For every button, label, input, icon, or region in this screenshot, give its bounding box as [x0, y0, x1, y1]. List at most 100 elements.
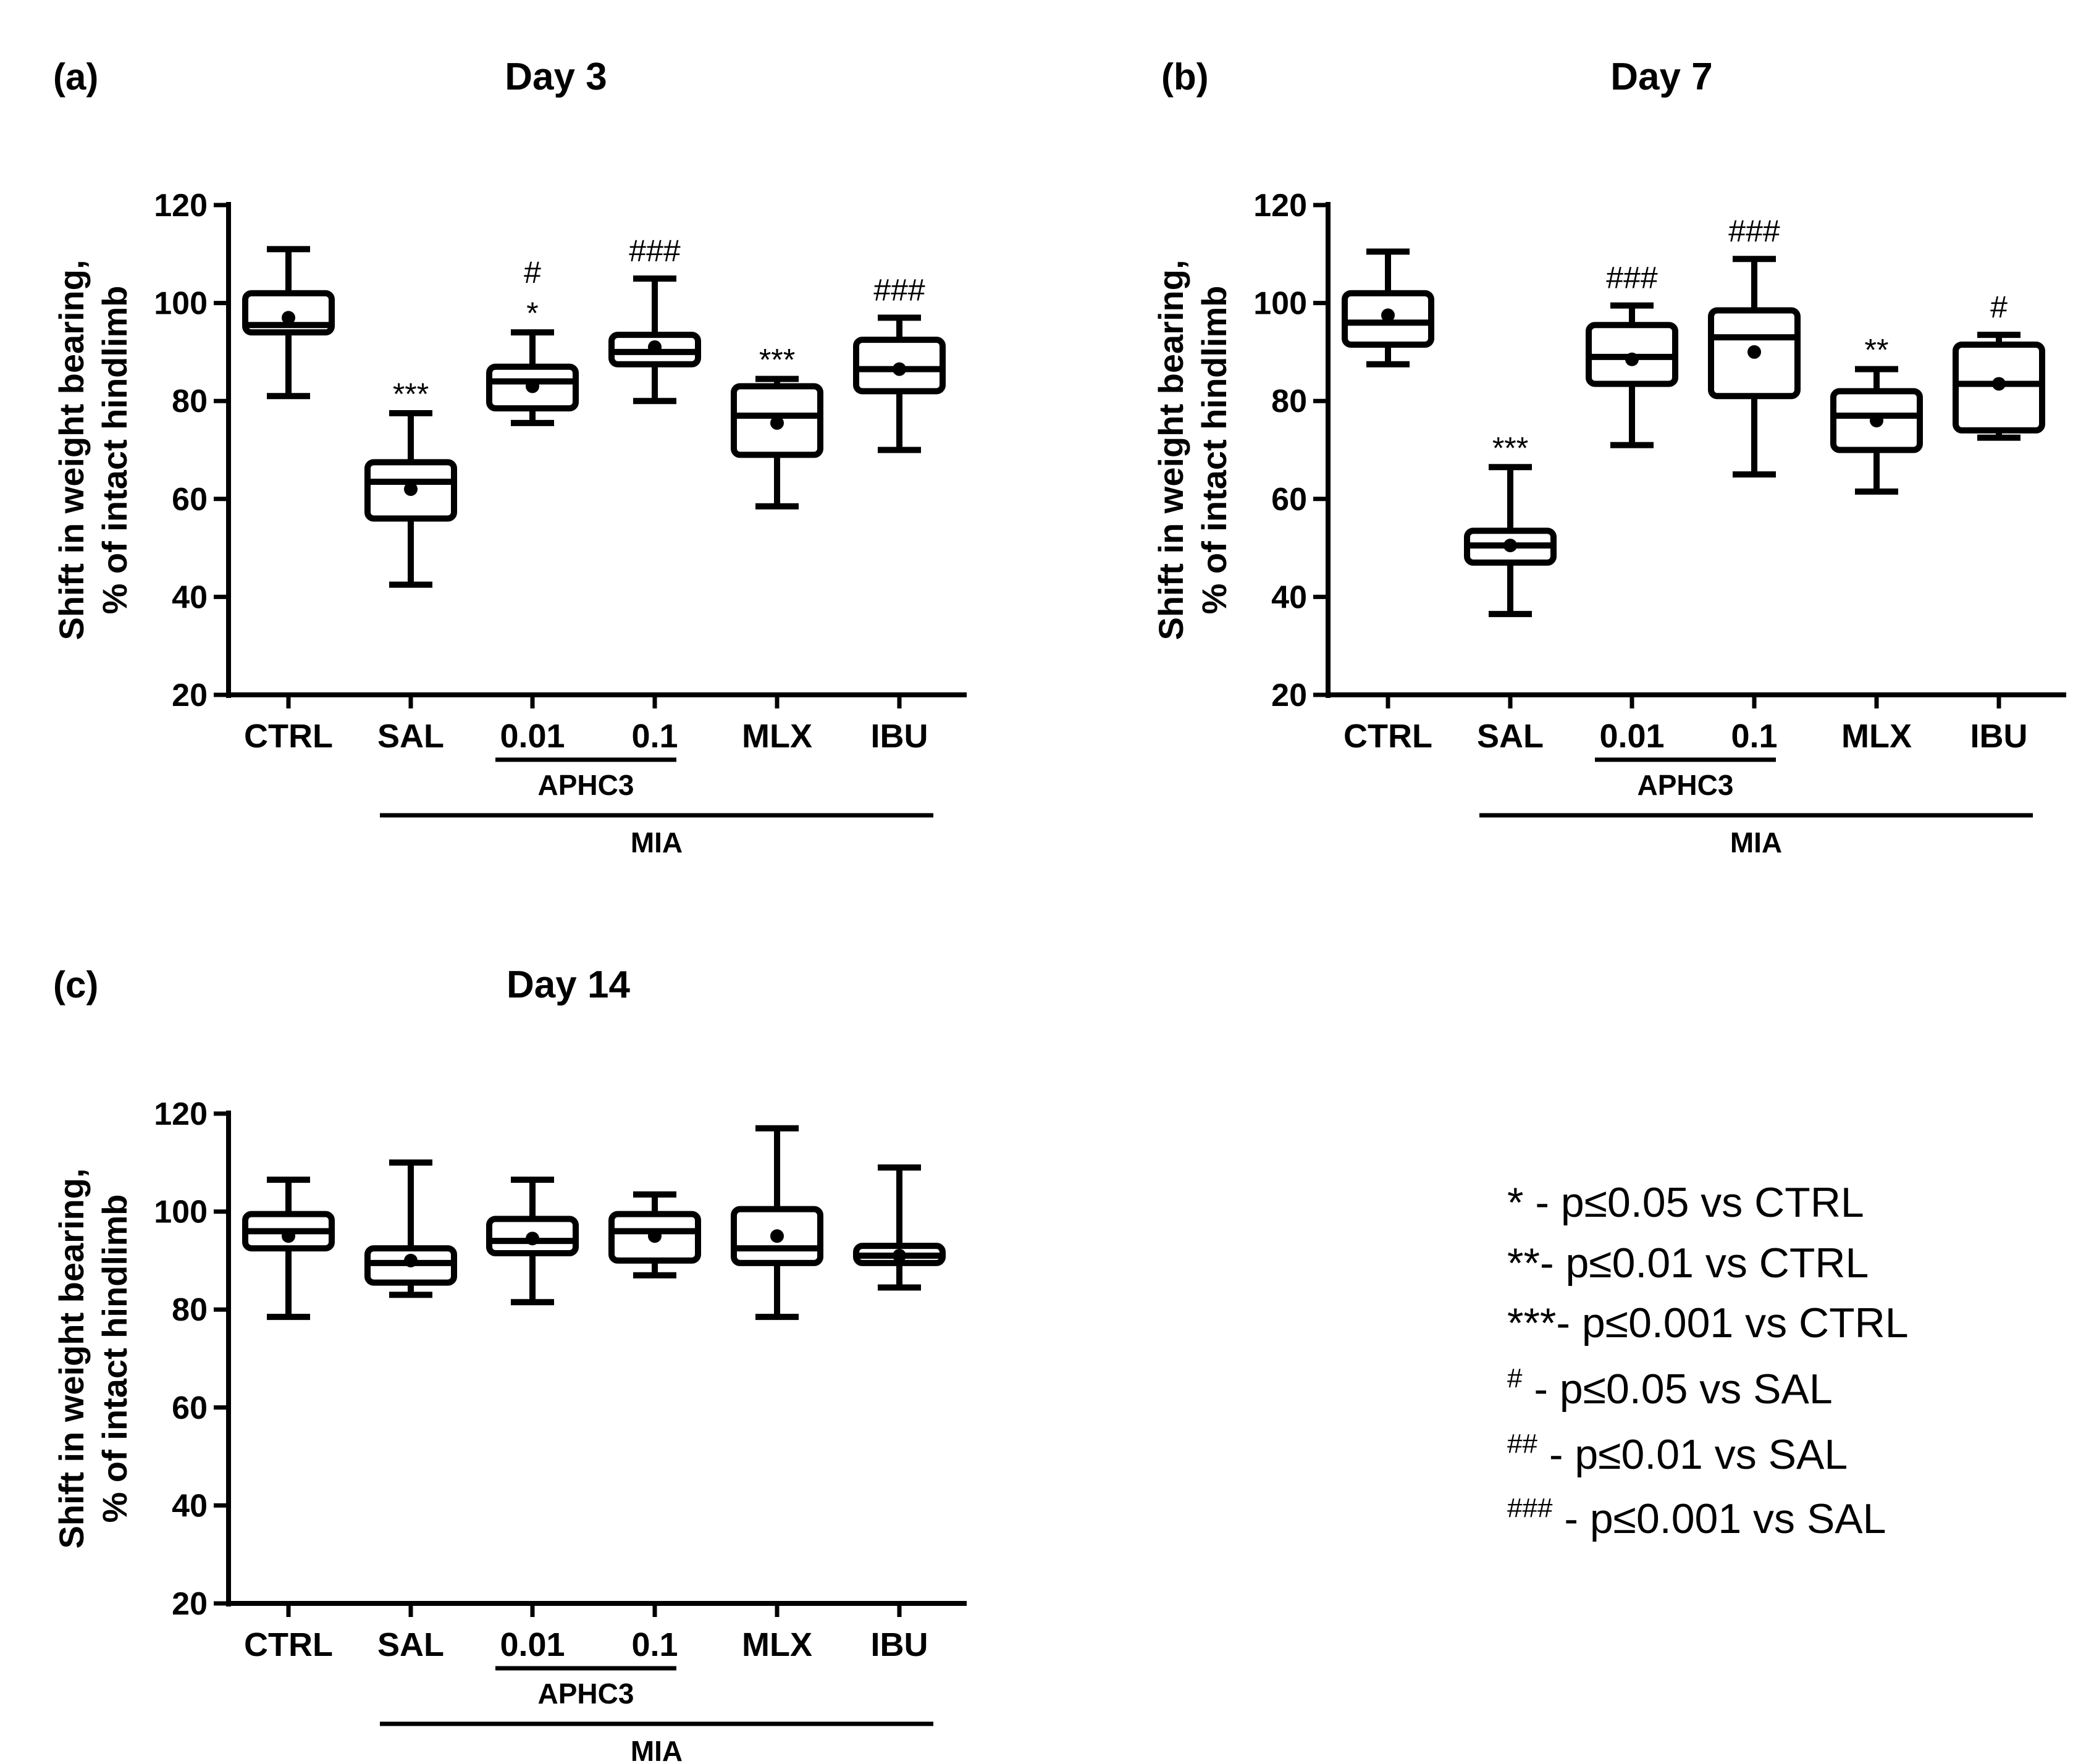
x-tick-label: CTRL — [244, 1626, 333, 1663]
significance-legend: * - p≤0.05 vs CTRL**- p≤0.01 vs CTRL***-… — [1507, 1179, 1909, 1542]
y-axis-label-line-1: Shift in weight bearing, — [1151, 260, 1190, 640]
x-tick-label: CTRL — [244, 718, 333, 755]
y-axis-label-line-1: Shift in weight bearing, — [52, 1169, 91, 1549]
y-tick-label: 100 — [154, 1195, 208, 1230]
x-tick-label: SAL — [377, 1626, 444, 1663]
legend-item: * - p≤0.05 vs CTRL — [1507, 1179, 1864, 1226]
legend-item: # - p≤0.05 vs SAL — [1507, 1363, 1833, 1413]
y-tick-label: 60 — [1271, 482, 1307, 518]
mean-point — [526, 379, 539, 393]
y-axis-label-line-2: % of intact hindlimb — [1195, 286, 1234, 615]
x-tick-label: 0.1 — [1731, 718, 1777, 755]
legend-text: - p≤0.05 vs SAL — [1522, 1366, 1832, 1413]
significance-marker: # — [1990, 290, 2008, 324]
panel-letter: (b) — [1161, 56, 1209, 98]
box-SAL: *** — [364, 377, 457, 588]
box-IBU: ### — [853, 272, 946, 453]
mean-point — [404, 1253, 418, 1267]
box-0.1: ### — [1708, 214, 1801, 478]
box-0.01: ### — [1586, 261, 1678, 448]
group-label: APHC3 — [538, 1678, 634, 1710]
mean-point — [648, 340, 662, 354]
y-axis-label-line-2: % of intact hindlimb — [95, 1195, 134, 1523]
mean-point — [1503, 539, 1517, 553]
y-tick-label: 120 — [154, 188, 208, 224]
y-tick-label: 20 — [1271, 678, 1307, 713]
mean-point — [1870, 413, 1883, 427]
chart-title: Day 7 — [1610, 56, 1712, 98]
legend-symbol: *** — [1507, 1300, 1556, 1346]
legend-text: - p≤0.01 vs SAL — [1537, 1431, 1848, 1478]
x-tick-label: 0.01 — [1599, 718, 1664, 755]
box-SAL — [364, 1159, 457, 1298]
mean-point — [770, 1229, 784, 1243]
y-tick-label: 80 — [1271, 384, 1307, 419]
x-tick-label: IBU — [1970, 718, 2028, 755]
mean-point — [1381, 308, 1395, 322]
y-axis-label-line-2: % of intact hindlimb — [95, 286, 134, 615]
mean-point — [770, 416, 784, 430]
group-label: MIA — [1730, 826, 1782, 859]
legend-text: - p≤0.01 vs CTRL — [1540, 1240, 1869, 1287]
y-tick-label: 20 — [172, 1586, 208, 1622]
legend-text: - p≤0.001 vs SAL — [1552, 1495, 1886, 1542]
y-tick-label: 80 — [172, 1292, 208, 1328]
box-0.01: *# — [486, 255, 579, 426]
mean-point — [648, 1229, 662, 1243]
significance-marker: ### — [873, 272, 925, 307]
x-tick-label: IBU — [871, 1626, 928, 1663]
legend-text: - p≤0.001 vs CTRL — [1556, 1300, 1908, 1346]
x-tick-label: CTRL — [1343, 718, 1432, 755]
chart-title: Day 3 — [505, 56, 607, 98]
significance-marker: *** — [393, 377, 429, 411]
mean-point — [282, 311, 295, 325]
significance-marker: # — [524, 255, 541, 290]
significance-marker: *** — [1492, 430, 1528, 465]
chart-panel-a: (a) Day 3 Shift in weight bearing,% of int… — [52, 56, 967, 859]
box-0.1 — [608, 1191, 701, 1279]
legend-symbol: ## — [1507, 1429, 1537, 1459]
mean-point — [893, 362, 906, 376]
significance-marker: *** — [759, 343, 795, 377]
significance-marker: ### — [629, 233, 681, 268]
box-IBU — [853, 1164, 946, 1291]
box-MLX: *** — [731, 343, 823, 510]
y-tick-label: 80 — [172, 384, 208, 419]
legend-symbol: ### — [1507, 1493, 1553, 1523]
significance-marker: ### — [1728, 214, 1780, 248]
mean-point — [282, 1229, 295, 1243]
box-IBU: # — [1953, 290, 2045, 441]
box-CTRL — [1342, 248, 1434, 368]
group-label: APHC3 — [538, 769, 634, 801]
x-tick-label: SAL — [377, 718, 444, 755]
legend-item: ### - p≤0.001 vs SAL — [1507, 1493, 1886, 1542]
y-tick-label: 100 — [1253, 286, 1307, 322]
box-CTRL — [242, 1177, 335, 1321]
significance-marker: ### — [1606, 261, 1658, 295]
x-tick-label: IBU — [871, 718, 928, 755]
legend-item: ***- p≤0.001 vs CTRL — [1507, 1300, 1909, 1346]
x-tick-label: SAL — [1477, 718, 1544, 755]
x-tick-label: MLX — [742, 1626, 812, 1663]
box-CTRL — [242, 246, 335, 400]
mean-point — [1747, 345, 1761, 359]
legend-item: **- p≤0.01 vs CTRL — [1507, 1240, 1869, 1287]
x-tick-label: MLX — [742, 718, 812, 755]
chart-title: Day 14 — [507, 964, 630, 1006]
x-tick-label: 0.1 — [631, 1626, 678, 1663]
legend-symbol: * — [1507, 1179, 1523, 1226]
group-label: APHC3 — [1638, 769, 1734, 801]
legend-symbol: ** — [1507, 1240, 1540, 1287]
y-tick-label: 120 — [154, 1096, 208, 1132]
mean-point — [404, 482, 418, 496]
y-tick-label: 60 — [172, 1390, 208, 1426]
panel-letter: (a) — [53, 56, 98, 98]
significance-marker: * — [526, 296, 538, 330]
group-label: MIA — [631, 826, 683, 859]
box-0.1: ### — [608, 233, 701, 405]
box-MLX — [731, 1125, 823, 1321]
mean-point — [1625, 352, 1639, 366]
y-tick-label: 40 — [172, 579, 208, 615]
panel-letter: (c) — [53, 964, 98, 1006]
